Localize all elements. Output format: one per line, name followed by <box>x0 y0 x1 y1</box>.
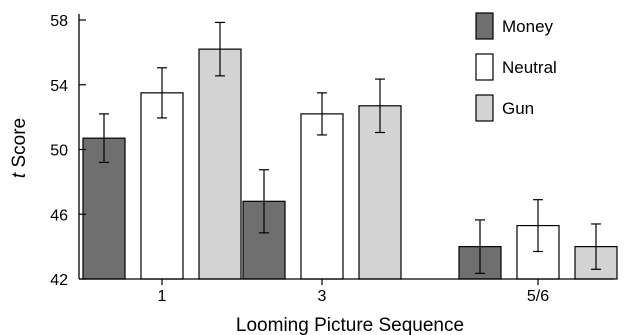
x-axis-title: Looming Picture Sequence <box>236 315 464 335</box>
bars-layer <box>82 21 618 280</box>
y-tick-label: 50 <box>50 143 68 160</box>
bar-neutral-2 <box>300 113 344 280</box>
legend-label-gun: Gun <box>502 99 534 118</box>
y-tick-label: 42 <box>50 272 68 289</box>
x-tick-label: 1 <box>158 288 167 305</box>
legend-label-money: Money <box>502 17 554 36</box>
y-axis-title-suffix: Score <box>9 118 30 173</box>
legend-label-neutral: Neutral <box>502 58 557 77</box>
legend-swatch-neutral <box>475 53 494 81</box>
x-tick-label: 5/6 <box>527 288 549 305</box>
bar-neutral-1 <box>140 92 184 280</box>
axes-layer: 42 46 50 54 58 1 3 5/6 <box>50 13 614 305</box>
bar-gun-1 <box>198 48 242 280</box>
legend-swatch-gun <box>475 94 494 122</box>
legend: Money Neutral Gun <box>475 12 557 122</box>
x-tick-label: 3 <box>318 288 327 305</box>
y-axis-title: t Score <box>9 118 30 178</box>
y-tick-label: 46 <box>50 207 68 224</box>
legend-swatch-money <box>475 12 494 40</box>
y-axis-title-prefix: t <box>9 172 30 178</box>
y-tick-label: 54 <box>50 78 68 95</box>
y-tick-label: 58 <box>50 13 68 30</box>
